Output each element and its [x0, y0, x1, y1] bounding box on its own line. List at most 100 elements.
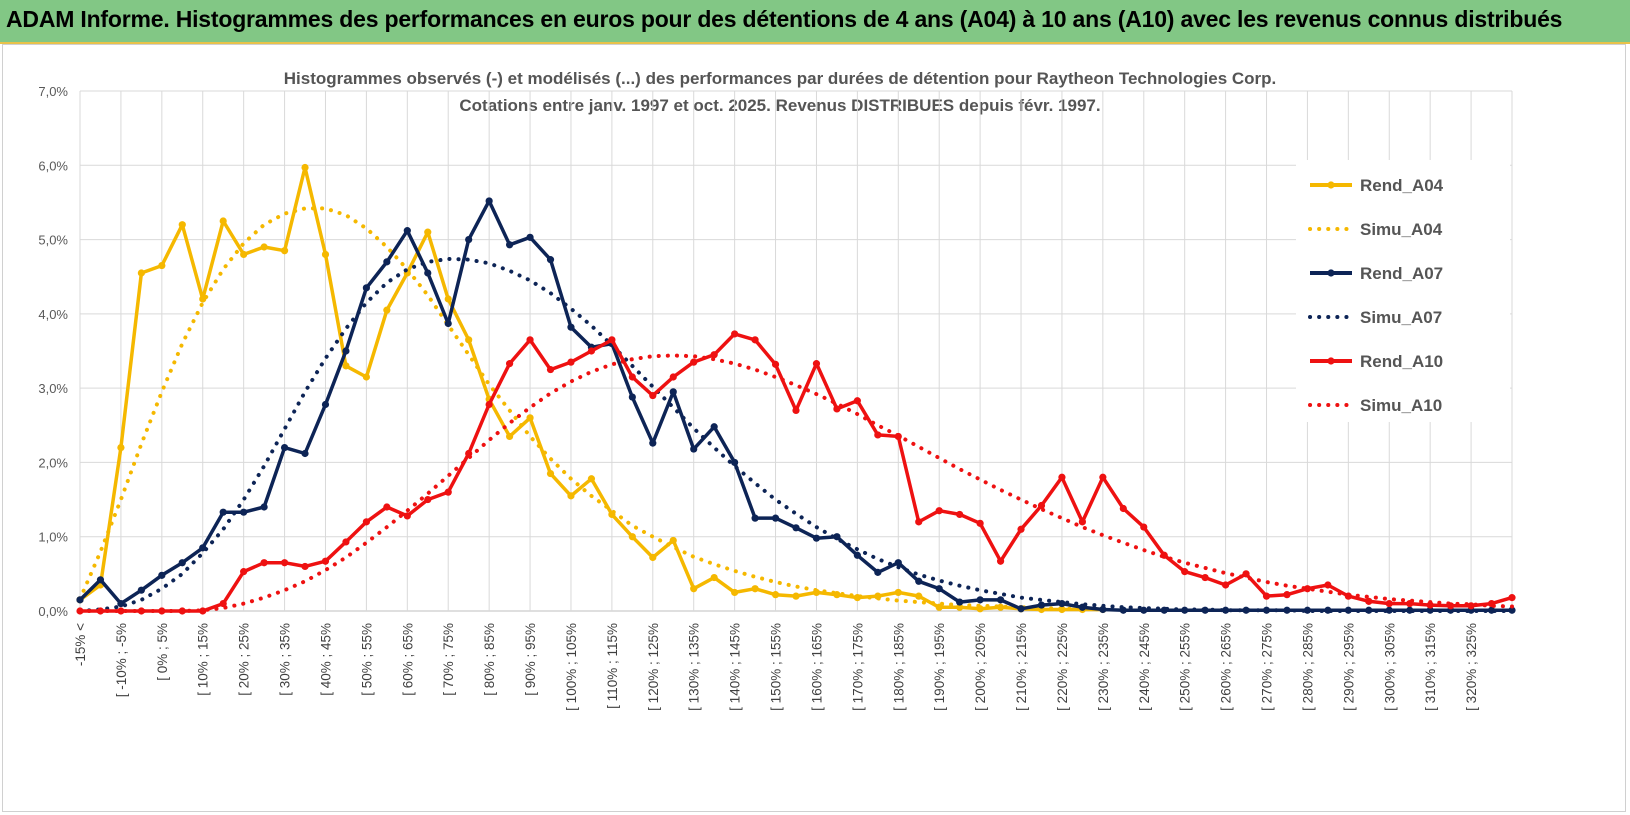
data-point-rend_a04 — [771, 591, 780, 599]
x-tick-label: [ 50% ; 55% — [359, 623, 374, 696]
x-tick-label: [ 0% ; 5% — [155, 623, 170, 681]
data-point-rend_a10 — [812, 360, 821, 368]
data-point-rend_a07 — [1242, 606, 1250, 614]
data-point-rend_a10 — [301, 562, 309, 571]
data-point-rend_a10 — [1426, 601, 1434, 609]
legend-label: Rend_A04 — [1360, 176, 1444, 195]
data-point-rend_a10 — [1262, 592, 1271, 600]
x-tick-label: [ 80% ; 85% — [482, 623, 497, 696]
chart-legend: Rend_A04 Simu_A04 Rend_A07 Simu_A07 Rend_A10… — [1296, 160, 1510, 422]
y-tick-label: 0,0% — [38, 604, 68, 619]
series-line-simu_a10 — [78, 353, 1514, 613]
x-tick-label: [ 320% ; 325% — [1464, 623, 1479, 711]
x-tick-label: [ 100% ; 105% — [564, 623, 579, 711]
data-point-rend_a07 — [935, 585, 943, 593]
data-point-rend_a10 — [587, 347, 596, 355]
data-point-rend_a04 — [731, 588, 739, 597]
data-point-rend_a10 — [260, 559, 268, 567]
data-point-rend_a10 — [1058, 473, 1066, 481]
data-point-rend_a10 — [444, 488, 452, 496]
legend-box — [1296, 160, 1510, 422]
data-point-rend_a07 — [219, 508, 227, 516]
x-tick-label: [ 210% ; 215% — [1014, 623, 1029, 711]
x-tick-label: [ 40% ; 45% — [318, 623, 333, 696]
data-point-rend_a10 — [853, 397, 861, 405]
data-point-rend_a04 — [342, 362, 350, 370]
data-point-rend_a04 — [137, 269, 145, 277]
data-point-rend_a10 — [485, 400, 493, 409]
x-tick-label: [ 20% ; 25% — [237, 623, 252, 696]
data-point-rend_a10 — [1365, 597, 1373, 605]
data-point-rend_a07 — [771, 514, 780, 522]
x-tick-label: [ 150% ; 155% — [769, 623, 784, 711]
data-point-rend_a04 — [362, 373, 370, 381]
data-point-rend_a10 — [1140, 523, 1148, 531]
y-tick-label: 1,0% — [38, 530, 68, 545]
data-point-rend_a07 — [628, 393, 636, 401]
data-point-rend_a07 — [280, 443, 289, 452]
data-point-rend_a07 — [526, 233, 534, 241]
data-point-rend_a07 — [424, 269, 432, 277]
x-tick-label: [ 120% ; 125% — [646, 623, 661, 711]
x-tick-label: [ 220% ; 225% — [1055, 623, 1070, 711]
data-point-rend_a10 — [771, 360, 780, 368]
data-point-rend_a07 — [833, 533, 841, 541]
data-point-rend_a10 — [1181, 568, 1189, 576]
y-tick-label: 5,0% — [38, 233, 68, 248]
x-tick-label: [ 310% ; 315% — [1423, 623, 1438, 711]
y-tick-label: 7,0% — [38, 84, 68, 99]
data-point-rend_a10 — [1201, 573, 1209, 582]
data-point-rend_a10 — [792, 406, 800, 415]
data-point-rend_a10 — [1467, 602, 1475, 610]
x-tick-label: [ 60% ; 65% — [400, 623, 415, 696]
data-point-rend_a07 — [403, 227, 411, 235]
data-point-rend_a10 — [1078, 518, 1086, 526]
data-point-rend_a04 — [260, 243, 268, 251]
data-point-rend_a07 — [996, 596, 1005, 604]
x-tick-label: [ 110% ; 115% — [605, 623, 620, 709]
data-point-rend_a07 — [506, 241, 514, 249]
x-tick-label: [ 180% ; 185% — [891, 623, 906, 711]
data-point-rend_a07 — [976, 596, 984, 604]
legend-marker — [1327, 357, 1335, 365]
data-point-rend_a07 — [649, 439, 657, 447]
data-point-rend_a10 — [1283, 591, 1291, 599]
data-point-rend_a07 — [546, 256, 555, 264]
data-point-rend_a10 — [628, 373, 636, 381]
data-point-rend_a07 — [1385, 606, 1393, 614]
data-point-rend_a04 — [301, 163, 309, 172]
x-tick-label: [ 230% ; 235% — [1096, 623, 1111, 711]
data-point-rend_a07 — [383, 258, 391, 266]
x-tick-label: [ 260% ; 265% — [1219, 623, 1234, 711]
data-point-rend_a04 — [546, 469, 555, 478]
data-point-rend_a04 — [158, 261, 166, 270]
data-point-rend_a10 — [935, 507, 943, 515]
legend-label: Rend_A10 — [1360, 352, 1443, 371]
data-point-rend_a10 — [669, 373, 677, 381]
data-point-rend_a07 — [444, 319, 452, 328]
x-tick-label: -15% < — [73, 623, 88, 666]
data-point-rend_a07 — [1037, 601, 1046, 609]
data-point-rend_a10 — [1508, 594, 1516, 602]
legend-marker — [1327, 181, 1335, 189]
data-point-rend_a07 — [751, 514, 759, 522]
data-point-rend_a04 — [117, 443, 125, 452]
data-point-rend_a10 — [608, 336, 616, 344]
chart-frame — [2, 44, 1626, 812]
data-point-rend_a07 — [240, 508, 248, 516]
y-axis: 0,0% 1,0% 2,0% 3,0% 4,0% 5,0% 6,0% 7,0% — [38, 84, 68, 619]
x-axis: -15% < [ -10% ; -5% [ 0% ; 5% [ 10% ; 15% [ … — [73, 623, 1479, 711]
data-point-rend_a04 — [280, 247, 289, 255]
legend-label: Rend_A07 — [1360, 264, 1443, 283]
data-point-rend_a10 — [1037, 501, 1046, 510]
data-point-rend_a10 — [526, 336, 534, 344]
data-point-rend_a04 — [567, 492, 575, 500]
data-point-rend_a10 — [403, 512, 411, 520]
data-point-rend_a07 — [690, 445, 698, 453]
data-point-rend_a04 — [444, 295, 452, 303]
data-point-rend_a07 — [956, 598, 964, 606]
data-point-rend_a07 — [792, 524, 800, 532]
data-point-rend_a07 — [158, 571, 166, 579]
data-point-rend_a07 — [96, 576, 105, 584]
